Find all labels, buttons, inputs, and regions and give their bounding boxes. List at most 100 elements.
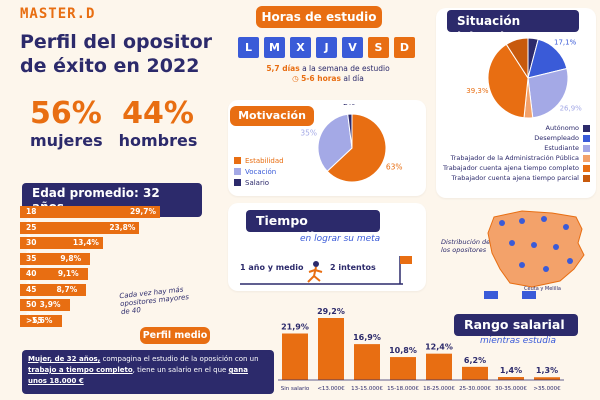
legend-swatch (583, 134, 590, 142)
salary-value-label: 6,2% (464, 356, 486, 365)
labor-value-label: 3,5% (520, 127, 538, 128)
salary-bar (390, 357, 416, 380)
salary-bar (534, 377, 560, 380)
motivation-legend-item: Salario (234, 177, 284, 188)
age-value-label: 3,9% (39, 300, 61, 309)
men-pct: 44% (122, 96, 194, 131)
legend-swatch (583, 164, 590, 172)
time-subtitle: en lograr su meta (300, 234, 381, 244)
age-bar (20, 206, 160, 218)
time-right: 2 intentos (330, 263, 376, 272)
labor-legend-item: Trabajador cuenta ajena tiempo parcial (440, 173, 590, 183)
age-note: Cada vez hay más opositores mayores de 4… (118, 285, 190, 317)
age-value-label: 29,7% (130, 207, 157, 216)
motivation-value-label: 2% (343, 104, 355, 107)
labor-title: Situación laboral (447, 10, 579, 44)
legend-label: Trabajador de la Administración Pública (450, 154, 579, 162)
salary-category-label: 18-25.000€ (423, 386, 455, 392)
motivation-legend-item: Vocación (234, 166, 284, 177)
motivation-pie: 63% 35% 2% (300, 104, 403, 183)
day-s: S (368, 37, 389, 58)
page-title: Perfil del opositor de éxito en 2022 (20, 31, 213, 77)
day-l: L (238, 37, 259, 58)
women-stat: 56% mujeres (30, 96, 103, 150)
salary-category-label: 25-30.000€ (459, 386, 491, 392)
legend-label: Salario (245, 178, 270, 187)
salary-value-label: 16,9% (353, 333, 381, 342)
salary-category-label: 13-15.000€ (351, 386, 383, 392)
day-m: M (264, 37, 285, 58)
day-v: V (342, 37, 363, 58)
profile-title: Perfil medio (140, 327, 210, 344)
motivation-slice (317, 113, 353, 172)
labor-legend-item: Trabajador cuenta ajena tiempo completo (440, 163, 590, 173)
salary-bar (354, 344, 380, 380)
labor-legend-item: Trabajador de la Administración Pública (440, 153, 590, 163)
salary-title: Rango salarial (454, 314, 578, 336)
legend-label: Autónomo (545, 124, 580, 132)
motivation-value-label: 35% (300, 128, 317, 137)
hours-line-1: 5,7 días a la semana de estudio (266, 64, 390, 73)
time-left: 1 año y medio (240, 263, 304, 272)
salary-subtitle: mientras estudia (480, 336, 556, 346)
profile-text-2: compagina el estudio de la oposición con… (100, 355, 259, 363)
hours-title: Horas de estudio (256, 6, 382, 28)
spain-map (484, 210, 585, 299)
salary-chart: 21,9% Sin salario 29,2% <13.000€ 16,9% 13-15.… (278, 307, 564, 392)
profile-text-4: , tiene un salario en el que (132, 366, 229, 374)
labor-legend-item: Desempleado (440, 133, 590, 143)
salary-value-label: 1,4% (500, 366, 522, 375)
men-stat: 44% hombres (118, 96, 198, 150)
legend-swatch (234, 157, 241, 164)
age-value-label: 9,8% (60, 253, 82, 263)
women-label: mujeres (30, 131, 103, 150)
salary-category-label: <13.000€ (317, 386, 345, 392)
day-d: D (394, 37, 415, 58)
profile-box: Mujer, de 32 años, compagina el estudio … (22, 350, 274, 394)
women-pct: 56% (30, 96, 102, 131)
salary-category-label: Sin salario (281, 386, 310, 392)
age-value-label: 8,7% (56, 284, 78, 294)
age-bar (20, 314, 62, 327)
map-legend: Ceuta y Melilla (524, 286, 561, 292)
legend-swatch (583, 144, 590, 152)
labor-pie: 4,1%17,1%26,9%3,5%39,3%9,1% (466, 37, 582, 128)
salary-value-label: 21,9% (281, 323, 309, 332)
age-bar (20, 283, 87, 296)
age-category-label: >55 (26, 315, 43, 325)
brand-logo: MASTER.D (20, 6, 96, 22)
salary-category-label: 15-18.000€ (387, 386, 419, 392)
hours-text: 5,7 días a la semana de estudio ◷ 5-6 ho… (238, 64, 418, 84)
day-x: X (290, 37, 311, 58)
salary-bar (498, 377, 524, 380)
salary-value-label: 1,3% (536, 366, 558, 375)
motivation-slice (326, 113, 387, 183)
motivation-legend-item: Estabilidad (234, 155, 284, 166)
age-value-label: 9,1% (57, 269, 79, 278)
legend-label: Trabajador cuenta ajena tiempo completo (443, 164, 579, 172)
day-j: J (316, 37, 337, 58)
legend-label: Desempleado (534, 134, 579, 142)
labor-value-label: 39,3% (466, 87, 489, 95)
age-value-label: 13,4% (72, 238, 99, 247)
salary-value-label: 29,2% (317, 307, 345, 316)
labor-slice (505, 37, 529, 80)
legend-swatch (583, 174, 590, 182)
labor-legend: Autónomo Desempleado Estudiante Trabajador … (440, 123, 590, 183)
age-bar (20, 299, 70, 311)
age-value-label: 1,6% (31, 315, 53, 325)
legend-swatch (583, 124, 590, 132)
motivation-slice (347, 113, 353, 149)
salary-category-label: 30-35.000€ (495, 386, 527, 392)
clock-icon: ◷ (292, 74, 299, 83)
race-track-icon (240, 256, 412, 285)
legend-label: Estudiante (544, 144, 579, 152)
labor-slice (527, 67, 569, 119)
legend-swatch (583, 154, 590, 162)
men-label: hombres (118, 131, 198, 150)
age-bar (20, 221, 140, 234)
motivation-value-label: 63% (386, 162, 403, 171)
profile-bold-3: trabajo a tiempo completo (28, 366, 133, 374)
profile-bold-5: gana unos 18.000 € (28, 366, 248, 385)
